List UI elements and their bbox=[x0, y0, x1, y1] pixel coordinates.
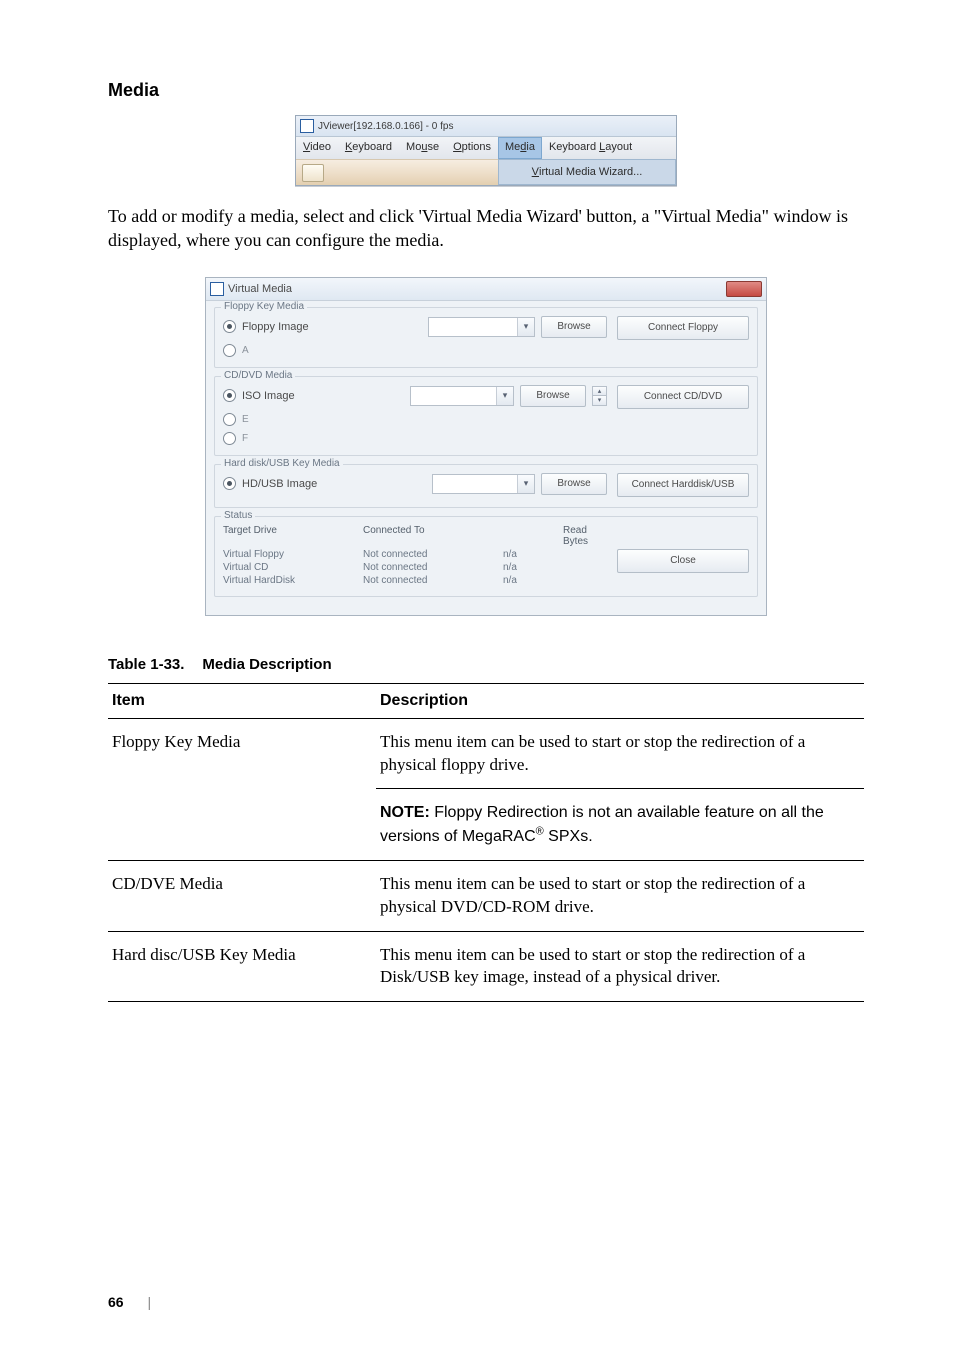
hdusb-browse-button[interactable]: Browse bbox=[541, 473, 607, 495]
iso-browse-button[interactable]: Browse bbox=[520, 385, 586, 407]
hdusb-image-combo[interactable]: ▾ bbox=[432, 474, 535, 494]
menu-virtual-media-wizard[interactable]: Virtual Media Wizard... bbox=[498, 159, 676, 185]
iso-image-label: ISO Image bbox=[242, 390, 295, 402]
menu-options[interactable]: Options bbox=[446, 137, 498, 159]
status-header: Read Bytes bbox=[563, 525, 607, 547]
menu-mouse[interactable]: Mouse bbox=[399, 137, 446, 159]
table-item: Floppy Key Media bbox=[108, 718, 376, 789]
chevron-down-icon: ▾ bbox=[517, 318, 534, 336]
dialog-title: Virtual Media bbox=[228, 283, 292, 295]
footer-bar: | bbox=[147, 1294, 151, 1310]
table-item bbox=[108, 789, 376, 860]
dialog-app-icon bbox=[210, 282, 224, 296]
iso-image-radio[interactable] bbox=[223, 389, 236, 402]
table-item: CD/DVE Media bbox=[108, 860, 376, 931]
connect-hdusb-button[interactable]: Connect Harddisk/USB bbox=[617, 473, 749, 497]
table-description: This menu item can be used to start or s… bbox=[376, 931, 864, 1002]
status-cell bbox=[563, 575, 607, 586]
status-cell: n/a bbox=[503, 549, 563, 560]
status-cell: Virtual Floppy bbox=[223, 549, 363, 560]
status-grid: Target DriveConnected To Read Bytes Virtua… bbox=[223, 525, 607, 586]
menubar-title-text: JViewer[192.168.0.166] - 0 fps bbox=[318, 121, 453, 132]
media-description-table: Item Description Floppy Key MediaThis me… bbox=[108, 683, 864, 1003]
status-group-label: Status bbox=[221, 510, 255, 521]
menu-keyboard-layout[interactable]: Keyboard Layout bbox=[542, 137, 639, 159]
page-footer: 66 | bbox=[108, 1294, 151, 1310]
cd-drive-f-radio[interactable] bbox=[223, 432, 236, 445]
menubar-titlebar: JViewer[192.168.0.166] - 0 fps bbox=[296, 116, 676, 137]
status-header bbox=[503, 525, 563, 547]
hdusb-group-label: Hard disk/USB Key Media bbox=[221, 458, 343, 469]
status-cell: Virtual CD bbox=[223, 562, 363, 573]
status-cell: Not connected bbox=[363, 562, 503, 573]
floppy-drive-a-radio[interactable] bbox=[223, 344, 236, 357]
iso-spinner[interactable]: ▴ ▾ bbox=[592, 386, 607, 406]
menubar-items: VideoKeyboardMouseOptionsMediaKeyboard L… bbox=[296, 137, 676, 159]
floppy-image-label: Floppy Image bbox=[242, 321, 309, 333]
cddvd-group: CD/DVD Media ISO Image ▾ Browse ▴ ▾ bbox=[214, 376, 758, 456]
app-icon bbox=[300, 119, 314, 133]
th-item: Item bbox=[108, 683, 376, 718]
hdusb-image-label: HD/USB Image bbox=[242, 478, 317, 490]
floppy-browse-button[interactable]: Browse bbox=[541, 316, 607, 338]
status-cell: Virtual HardDisk bbox=[223, 575, 363, 586]
chevron-down-icon: ▾ bbox=[592, 396, 607, 406]
cddvd-group-label: CD/DVD Media bbox=[221, 370, 295, 381]
hdusb-group: Hard disk/USB Key Media HD/USB Image ▾ B… bbox=[214, 464, 758, 508]
cd-drive-e-label: E bbox=[242, 414, 249, 425]
floppy-drive-a-label: A bbox=[242, 345, 249, 356]
table-number: Table 1-33. bbox=[108, 656, 184, 673]
status-cell: Not connected bbox=[363, 549, 503, 560]
connect-floppy-button[interactable]: Connect Floppy bbox=[617, 316, 749, 340]
connect-cddvd-button[interactable]: Connect CD/DVD bbox=[617, 385, 749, 409]
status-header: Target Drive bbox=[223, 525, 363, 547]
cd-drive-f-label: F bbox=[242, 433, 248, 444]
section-heading: Media bbox=[108, 80, 864, 101]
th-description: Description bbox=[376, 683, 864, 718]
iso-image-combo[interactable]: ▾ bbox=[410, 386, 514, 406]
menu-video[interactable]: Video bbox=[296, 137, 338, 159]
table-description: This menu item can be used to start or s… bbox=[376, 860, 864, 931]
status-cell: n/a bbox=[503, 562, 563, 573]
floppy-group: Floppy Key Media Floppy Image ▾ Browse A bbox=[214, 307, 758, 368]
close-button[interactable]: Close bbox=[617, 549, 749, 573]
close-icon[interactable] bbox=[726, 281, 762, 297]
table-item: Hard disc/USB Key Media bbox=[108, 931, 376, 1002]
status-cell: n/a bbox=[503, 575, 563, 586]
dialog-titlebar: Virtual Media bbox=[206, 278, 766, 301]
floppy-image-radio[interactable] bbox=[223, 320, 236, 333]
status-cell: Not connected bbox=[363, 575, 503, 586]
virtual-media-dialog: Virtual Media Floppy Key Media Floppy Im… bbox=[205, 277, 767, 616]
keyboard-icon bbox=[302, 164, 324, 182]
status-group: Status Target DriveConnected ToRead Byte… bbox=[214, 516, 758, 597]
table-description: This menu item can be used to start or s… bbox=[376, 718, 864, 789]
status-cell bbox=[563, 562, 607, 573]
menu-keyboard[interactable]: Keyboard bbox=[338, 137, 399, 159]
table-title: Media Description bbox=[202, 656, 331, 673]
status-header: Connected To bbox=[363, 525, 503, 547]
menu-media[interactable]: Media bbox=[498, 137, 542, 159]
chevron-up-icon: ▴ bbox=[592, 386, 607, 397]
cd-drive-e-radio[interactable] bbox=[223, 413, 236, 426]
chevron-down-icon: ▾ bbox=[496, 387, 513, 405]
status-cell bbox=[563, 549, 607, 560]
body-paragraph: To add or modify a media, select and cli… bbox=[108, 204, 864, 253]
chevron-down-icon: ▾ bbox=[517, 475, 534, 493]
menubar-screenshot: JViewer[192.168.0.166] - 0 fps VideoKeyb… bbox=[295, 115, 677, 186]
table-caption: Table 1-33. Media Description bbox=[108, 656, 864, 673]
hdusb-image-radio[interactable] bbox=[223, 477, 236, 490]
menubar-toolbar bbox=[296, 159, 498, 185]
page-number: 66 bbox=[108, 1294, 124, 1310]
floppy-image-combo[interactable]: ▾ bbox=[428, 317, 535, 337]
floppy-group-label: Floppy Key Media bbox=[221, 301, 307, 312]
table-note: NOTE: Floppy Redirection is not an avail… bbox=[376, 789, 864, 860]
